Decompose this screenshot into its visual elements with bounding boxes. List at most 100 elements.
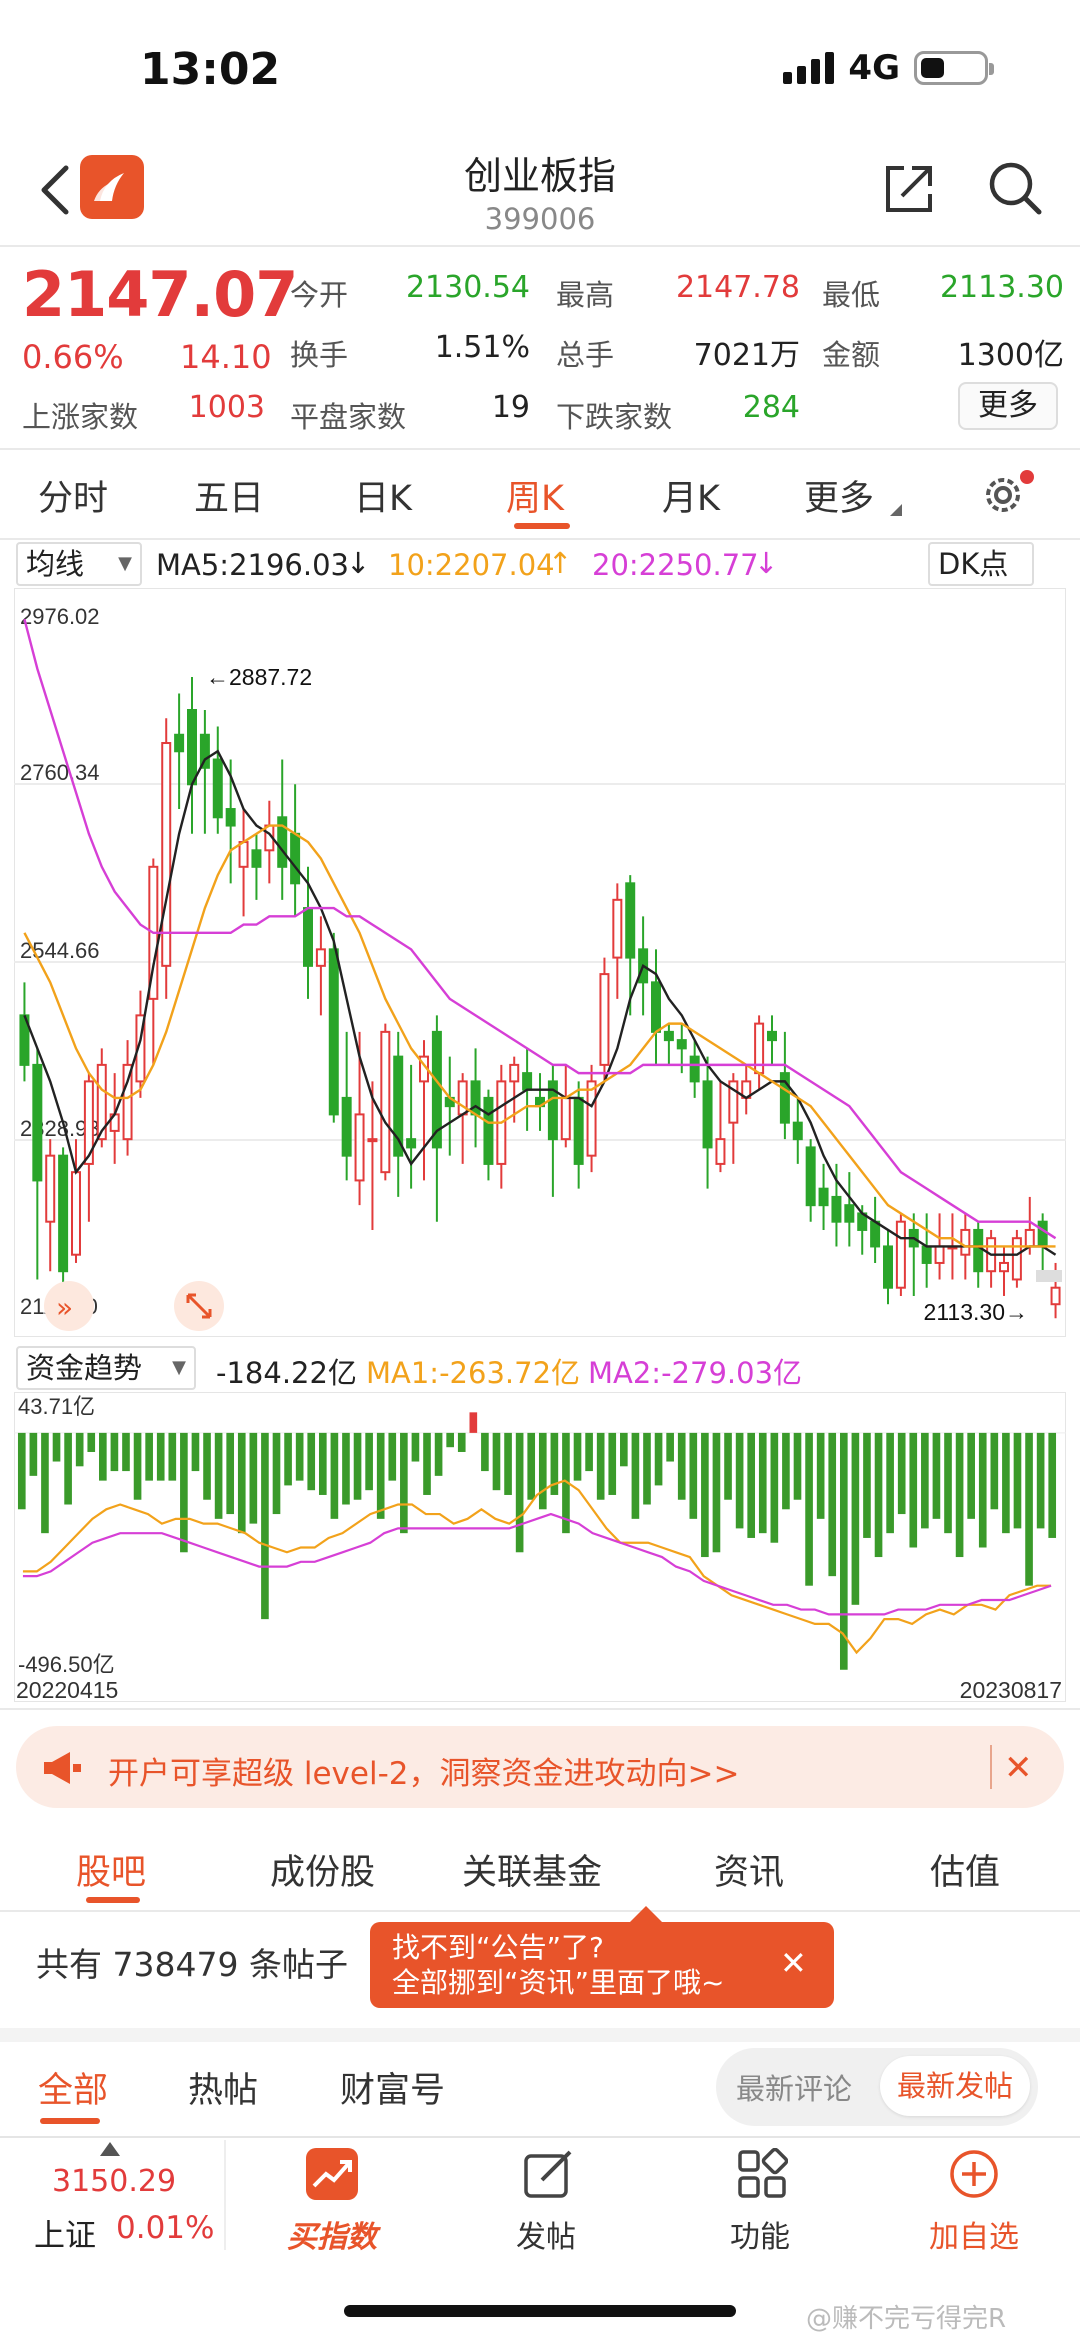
promo-banner[interactable] — [16, 1726, 1064, 1808]
tab-five-day[interactable]: 五日 — [194, 479, 265, 519]
candle-down — [844, 1204, 855, 1223]
tab-related-funds[interactable]: 关联基金 — [462, 1853, 603, 1893]
ma-selector[interactable]: 均线 ▼ — [16, 542, 142, 586]
tab-valuation[interactable]: 估值 — [930, 1853, 1001, 1893]
flow-bar-negative — [145, 1432, 153, 1481]
flow-selector-label: 资金趋势 — [26, 1351, 143, 1385]
functions-button[interactable]: 功能 — [730, 2220, 790, 2255]
flow-bar-negative — [203, 1432, 211, 1500]
ma10-value: 10:2207.04 — [388, 548, 555, 582]
back-icon[interactable] — [30, 160, 80, 220]
divider — [224, 2140, 226, 2250]
ma5-line — [23, 749, 1057, 1256]
sse-index-value[interactable]: 3150.29 — [52, 2164, 177, 2199]
candle-up — [96, 1063, 107, 1141]
candle-down — [58, 1154, 69, 1273]
tab-guba[interactable]: 股吧 — [76, 1853, 147, 1893]
flow-bar-negative — [1002, 1432, 1010, 1534]
candle-up — [135, 1014, 146, 1083]
flow-bar-negative — [735, 1432, 744, 1529]
sse-index-name[interactable]: 上证 — [34, 2218, 96, 2254]
candle-up — [612, 898, 623, 959]
flow-selector[interactable]: 资金趋势 ▼ — [16, 1346, 196, 1390]
down-arrow-icon: ↓ — [754, 546, 779, 580]
caret-icon: ▼ — [172, 1357, 186, 1378]
tab-weekly-k[interactable]: 周K — [506, 479, 564, 519]
tab-constituents[interactable]: 成份股 — [270, 1853, 376, 1893]
candle-down — [212, 758, 223, 819]
active-tab-indicator — [86, 1897, 140, 1903]
post-button[interactable]: 发帖 — [516, 2220, 576, 2255]
candle-down — [522, 1072, 533, 1091]
trend-icon[interactable] — [306, 2148, 358, 2200]
sort-latest-post[interactable]: 最新发帖 — [880, 2056, 1030, 2116]
flow-bar-negative — [585, 1432, 593, 1472]
close-icon[interactable]: ✕ — [1004, 1748, 1033, 1788]
candle-down — [341, 1096, 352, 1157]
flow-bar-negative — [41, 1432, 49, 1534]
flow-bar-negative — [620, 1432, 628, 1467]
promo-banner-text[interactable]: 开户可享超级 level-2，洞察资金进攻动向>> — [108, 1756, 740, 1792]
active-tab-indicator — [40, 2118, 100, 2124]
high-marker: ←2887.72 — [206, 664, 312, 690]
flow-bar-negative — [562, 1432, 570, 1534]
candle-down — [663, 1030, 674, 1042]
candle-up — [1011, 1237, 1022, 1281]
share-icon[interactable] — [880, 160, 938, 218]
flow-bar-negative — [990, 1432, 999, 1510]
gear-icon[interactable] — [978, 470, 1028, 520]
change-percent: 0.66% — [22, 338, 124, 376]
grid-icon[interactable] — [736, 2148, 788, 2200]
caret-icon: ▼ — [118, 553, 132, 574]
candle-up — [354, 1113, 365, 1182]
tab-news[interactable]: 资讯 — [714, 1853, 785, 1893]
tab-daily-k[interactable]: 日K — [354, 479, 412, 519]
buy-index-button[interactable]: 买指数 — [287, 2220, 377, 2255]
sse-index-pct[interactable]: 0.01% — [116, 2210, 215, 2246]
flow-bar-negative — [29, 1432, 38, 1476]
candle-down — [702, 1080, 713, 1149]
candle-down — [547, 1080, 558, 1141]
candle-up — [238, 841, 249, 868]
tab-more-periods[interactable]: 更多 — [804, 479, 875, 519]
flow-bar-negative — [457, 1432, 466, 1452]
tab-hot-posts[interactable]: 热帖 — [188, 2071, 259, 2111]
flow-bar-negative — [504, 1432, 512, 1495]
search-icon[interactable] — [985, 158, 1045, 218]
dk-point-button[interactable]: DK点 — [928, 542, 1034, 586]
candle-down — [303, 907, 313, 967]
app-logo — [80, 155, 144, 219]
tooltip-close-icon[interactable]: ✕ — [780, 1944, 807, 1982]
y-tick-label: 43.71亿 — [18, 1394, 95, 1419]
flow-bar-negative — [724, 1432, 732, 1500]
flow-bar-negative — [921, 1432, 929, 1529]
flow-bar-negative — [376, 1432, 385, 1519]
flow-bar-negative — [978, 1432, 987, 1548]
flow-bar-negative — [944, 1432, 952, 1534]
flow-bar-negative — [481, 1432, 489, 1472]
divider — [0, 448, 1080, 450]
edit-icon[interactable] — [522, 2148, 574, 2200]
add-favorite-button[interactable]: 加自选 — [929, 2220, 1019, 2255]
expand-icon — [186, 1293, 212, 1319]
tab-fortune[interactable]: 财富号 — [340, 2071, 446, 2111]
kline-chart[interactable]: 2976.022760.342544.662328.982113.30←2887… — [14, 588, 1066, 1338]
flow-bar-negative — [573, 1432, 582, 1481]
tab-intraday[interactable]: 分时 — [38, 479, 109, 519]
candle-down — [689, 1055, 700, 1083]
more-quote-button[interactable]: 更多 — [958, 382, 1058, 430]
add-circle-icon[interactable] — [948, 2148, 1000, 2200]
tab-monthly-k[interactable]: 月K — [662, 479, 720, 519]
candle-up — [599, 973, 610, 1066]
y-tick-label: -496.50亿 — [18, 1652, 115, 1677]
candle-down — [19, 1014, 30, 1066]
sort-latest-comment[interactable]: 最新评论 — [736, 2072, 853, 2106]
news-tooltip: 找不到“公告”了? 全部挪到“资讯”里面了哦~ — [370, 1906, 834, 2008]
flow-bar-negative — [249, 1432, 258, 1524]
tab-all-posts[interactable]: 全部 — [38, 2071, 109, 2111]
down-count: 284 — [742, 390, 800, 425]
candle-up — [895, 1220, 906, 1289]
candle-up — [715, 1138, 726, 1165]
tooltip-line1: 找不到“公告”了? — [392, 1931, 604, 1964]
